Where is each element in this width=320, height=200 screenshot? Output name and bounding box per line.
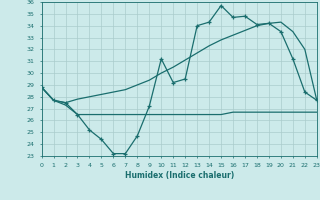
X-axis label: Humidex (Indice chaleur): Humidex (Indice chaleur) — [124, 171, 234, 180]
